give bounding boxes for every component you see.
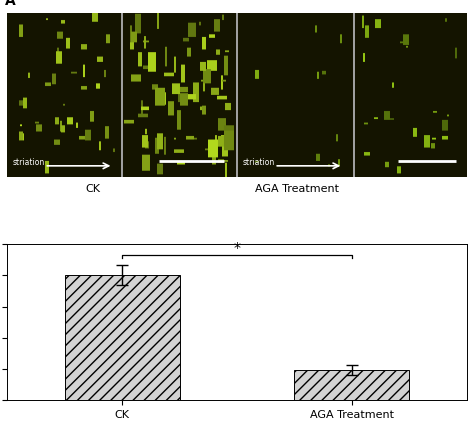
Text: striation: striation: [242, 158, 274, 167]
Bar: [64, 276, 180, 400]
Text: A: A: [5, 0, 16, 8]
Text: *: *: [234, 241, 240, 255]
Bar: [294, 371, 410, 400]
Text: AGA Treatment: AGA Treatment: [255, 184, 339, 194]
Text: CK: CK: [85, 184, 100, 194]
Text: striation: striation: [12, 158, 45, 167]
